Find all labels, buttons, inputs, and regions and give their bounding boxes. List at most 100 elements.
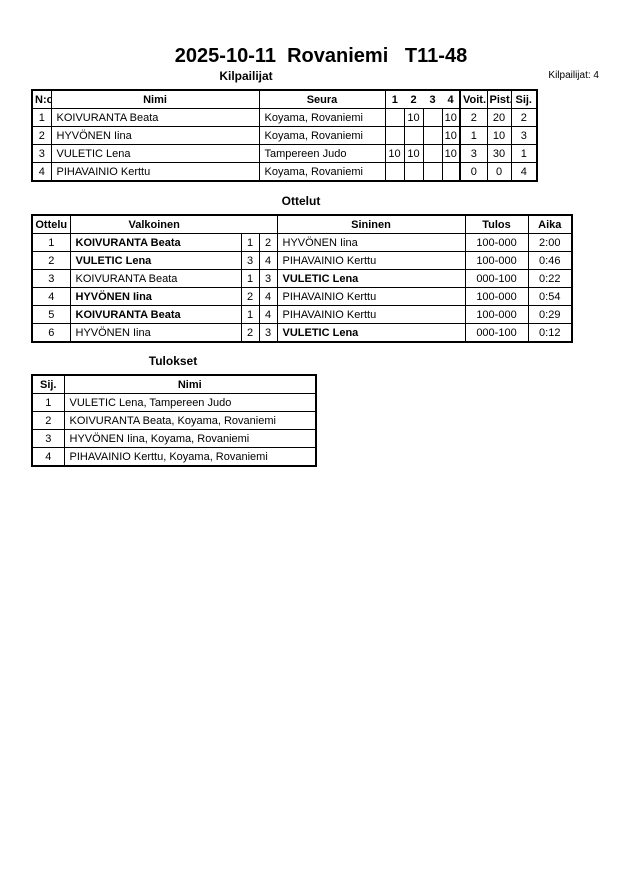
rank-cell: 2: [510, 108, 538, 127]
column-header: 4: [442, 89, 460, 109]
match-number: 5: [31, 305, 71, 324]
match-time: 0:12: [527, 323, 573, 343]
match-time: 0:29: [527, 305, 573, 324]
rank-cell: 4: [31, 447, 65, 467]
result-row: 3 HYVÖNEN Iina, Koyama, Rovaniemi: [31, 429, 317, 448]
column-header: 2: [404, 89, 423, 109]
blue-competitor: HYVÖNEN Iina: [276, 233, 466, 252]
white-number: 1: [240, 233, 260, 252]
rank-cell: 3: [31, 429, 65, 448]
result-row: 1 VULETIC Lena, Tampereen Judo: [31, 393, 317, 412]
match-row: 2 VULETIC Lena 3 4 PIHAVAINIO Kerttu 100-000 0…: [31, 251, 573, 270]
match-number: 2: [31, 251, 71, 270]
blue-number: 3: [258, 269, 278, 288]
s1-cell: 10: [384, 144, 405, 163]
match-number: 1: [31, 233, 71, 252]
result-row: 4 PIHAVAINIO Kerttu, Koyama, Rovaniemi: [31, 447, 317, 467]
competitor-row: 2 HYVÖNEN Iina Koyama, Rovaniemi 10 1 10 3: [31, 126, 538, 145]
column-header: Nimi: [50, 89, 260, 109]
column-header: Seura: [258, 89, 386, 109]
competitor-row: 1 KOIVURANTA Beata Koyama, Rovaniemi 10 10 2 2…: [31, 108, 538, 127]
s2-cell: [403, 126, 424, 145]
name-cell: KOIVURANTA Beata, Koyama, Rovaniemi: [63, 411, 317, 430]
column-header: Tulos: [464, 214, 529, 234]
s4-cell: 10: [441, 108, 461, 127]
match-row: 3 KOIVURANTA Beata 1 3 VULETIC Lena 000-100 0:…: [31, 269, 573, 288]
s2-cell: 10: [403, 108, 424, 127]
column-header: Ottelu: [31, 214, 71, 234]
match-row: 1 KOIVURANTA Beata 1 2 HYVÖNEN Iina 100-000 2:…: [31, 233, 573, 252]
name-cell: KOIVURANTA Beata: [50, 108, 260, 127]
result-row: 2 KOIVURANTA Beata, Koyama, Rovaniemi: [31, 411, 317, 430]
name-cell: PIHAVAINIO Kerttu, Koyama, Rovaniemi: [63, 447, 317, 467]
s3-cell: [422, 144, 443, 163]
blue-competitor: PIHAVAINIO Kerttu: [276, 287, 466, 306]
column-header: Sininen: [276, 214, 466, 234]
column-header: 3: [423, 89, 442, 109]
club-cell: Tampereen Judo: [258, 144, 386, 163]
rank-cell: 4: [510, 162, 538, 182]
column-header: Sij.: [31, 374, 65, 394]
s4-cell: [441, 162, 461, 182]
wins-cell: 1: [459, 126, 488, 145]
white-competitor: VULETIC Lena: [69, 251, 242, 270]
blue-competitor: PIHAVAINIO Kerttu: [276, 251, 466, 270]
competitor-row: 4 PIHAVAINIO Kerttu Koyama, Rovaniemi 0 0 4: [31, 162, 538, 182]
s1-cell: [384, 108, 405, 127]
s3-cell: [422, 108, 443, 127]
page-title: 2025-10-11 Rovaniemi T11-48: [174, 45, 468, 67]
blue-competitor: VULETIC Lena: [276, 323, 466, 343]
white-number: 2: [240, 287, 260, 306]
name-cell: VULETIC Lena: [50, 144, 260, 163]
match-result: 000-100: [464, 323, 529, 343]
name-cell: HYVÖNEN Iina, Koyama, Rovaniemi: [63, 429, 317, 448]
rank-cell: 3: [510, 126, 538, 145]
match-result: 000-100: [464, 269, 529, 288]
no-cell: 2: [31, 126, 52, 145]
white-competitor: KOIVURANTA Beata: [69, 269, 242, 288]
match-row: 5 KOIVURANTA Beata 1 4 PIHAVAINIO Kerttu 100-…: [31, 305, 573, 324]
s2-cell: 10: [403, 144, 424, 163]
wins-cell: 2: [459, 108, 488, 127]
white-competitor: HYVÖNEN Iina: [69, 323, 242, 343]
s3-cell: [422, 126, 443, 145]
match-row: 4 HYVÖNEN Iina 2 4 PIHAVAINIO Kerttu 100-000 0…: [31, 287, 573, 306]
match-row: 6 HYVÖNEN Iina 2 3 VULETIC Lena 000-100 0:12: [31, 323, 573, 343]
name-cell: HYVÖNEN Iina: [50, 126, 260, 145]
match-number: 4: [31, 287, 71, 306]
column-header: N:o: [31, 89, 52, 109]
match-time: 2:00: [527, 233, 573, 252]
competitor-row: 3 VULETIC Lena Tampereen Judo 10 10 10 3 30 1: [31, 144, 538, 163]
no-cell: 1: [31, 108, 52, 127]
s4-cell: 10: [441, 126, 461, 145]
wins-cell: 3: [459, 144, 488, 163]
white-number: 2: [240, 323, 260, 343]
white-competitor: HYVÖNEN Iina: [69, 287, 242, 306]
blue-number: 4: [258, 287, 278, 306]
s1-cell: [384, 126, 405, 145]
blue-number: 3: [258, 323, 278, 343]
points-cell: 10: [486, 126, 512, 145]
match-result: 100-000: [464, 251, 529, 270]
blue-competitor: PIHAVAINIO Kerttu: [276, 305, 466, 324]
match-number: 3: [31, 269, 71, 288]
matches-table: Ottelu Valkoinen Sininen Tulos Aika 1 KOIVURA…: [31, 214, 573, 343]
column-header: Voit.: [459, 89, 488, 109]
competitors-table: N:oNimiSeura1234Voit.Pist.Sij. 1KOIVURAN…: [31, 89, 538, 182]
competitor-count: Kilpailijat: 4: [548, 70, 599, 81]
column-header: Nimi: [63, 374, 317, 394]
results-heading: Tulokset: [148, 354, 198, 368]
white-number: 1: [240, 305, 260, 324]
match-time: 0:22: [527, 269, 573, 288]
club-cell: Koyama, Rovaniemi: [258, 162, 386, 182]
column-header: Sij.: [510, 89, 538, 109]
blue-number: 4: [258, 251, 278, 270]
rank-cell: 1: [31, 393, 65, 412]
column-header: Valkoinen: [69, 214, 278, 234]
name-cell: VULETIC Lena, Tampereen Judo: [63, 393, 317, 412]
club-cell: Koyama, Rovaniemi: [258, 108, 386, 127]
points-cell: 30: [486, 144, 512, 163]
blue-number: 4: [258, 305, 278, 324]
results-table: Sij. Nimi 1 VULETIC Lena, Tampereen Judo 2 K…: [31, 374, 317, 467]
column-header: Pist.: [486, 89, 512, 109]
